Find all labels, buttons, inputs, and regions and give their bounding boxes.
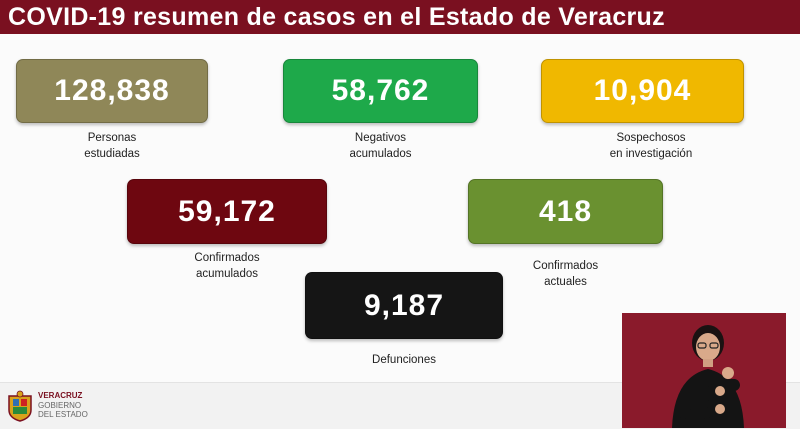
sign-language-interpreter-video: [622, 313, 786, 428]
label-line: Personas: [87, 132, 137, 144]
stat-box-confirmados-acumulados: 59,172: [127, 179, 327, 244]
label-line: estudiadas: [84, 148, 140, 160]
page-title: COVID-19 resumen de casos en el Estado d…: [8, 3, 665, 31]
label-line: Confirmados: [194, 252, 260, 264]
stat-value: 9,187: [363, 288, 445, 322]
label-line: actuales: [544, 276, 587, 288]
logo-line: DEL ESTADO: [38, 410, 88, 419]
interpreter-figure: [622, 313, 786, 428]
label-line: Confirmados: [532, 260, 599, 272]
veracruz-shield-logo: [8, 390, 32, 422]
stat-box-personas-estudiadas: 128,838: [16, 59, 208, 123]
logo-line: GOBIERNO: [38, 400, 82, 410]
label-line: acumulados: [349, 148, 412, 160]
label-line: Sospechosos: [616, 132, 686, 144]
stat-value: 128,838: [54, 74, 170, 107]
stat-label-negativos: Negativos acumulados: [283, 130, 478, 162]
logo-line: VERACRUZ: [38, 391, 83, 400]
stat-label-confirmados-acumulados: Confirmados acumulados: [127, 250, 327, 282]
stat-box-defunciones: 9,187: [305, 272, 503, 339]
stat-label-sospechosos: Sospechosos en investigación: [541, 130, 761, 162]
label-line: en investigación: [609, 148, 693, 160]
stat-value: 58,762: [331, 74, 430, 107]
stat-box-sospechosos: 10,904: [541, 59, 744, 123]
label-line: acumulados: [195, 268, 258, 280]
label-line: Defunciones: [372, 354, 436, 366]
title-bar: COVID-19 resumen de casos en el Estado d…: [0, 0, 800, 34]
stat-value: 10,904: [593, 74, 692, 107]
stat-value: 59,172: [178, 194, 276, 228]
label-line: Negativos: [354, 132, 407, 144]
stat-label-personas-estudiadas: Personas estudiadas: [16, 130, 208, 162]
stat-label-defunciones: Defunciones: [305, 352, 503, 368]
stat-label-confirmados-actuales: Confirmados actuales: [468, 258, 663, 290]
stat-value: 418: [538, 194, 593, 228]
stat-box-negativos: 58,762: [283, 59, 478, 123]
stat-box-confirmados-actuales: 418: [468, 179, 663, 244]
logo-wordmark: VERACRUZ GOBIERNO DEL ESTADO: [38, 391, 88, 420]
